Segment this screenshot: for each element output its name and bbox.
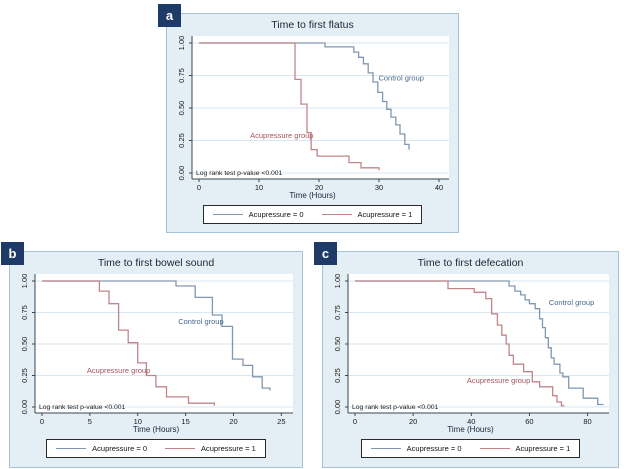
y-tick-label: 0.50 xyxy=(177,101,186,116)
y-tick-label: 0.75 xyxy=(20,305,29,320)
legend-label-control: Acupressure = 0 xyxy=(248,210,304,219)
annotation-acupressure-group: Acupressure group xyxy=(87,366,150,375)
y-tick-label: 0.75 xyxy=(333,305,342,320)
y-tick-label: 0.00 xyxy=(20,400,29,415)
log-rank-pvalue-note: Log rank test p-value <0.001 xyxy=(39,404,126,411)
acupressure-line-swatch xyxy=(479,448,510,449)
x-tick-label: 5 xyxy=(88,417,92,426)
y-tick-label: 0.25 xyxy=(333,368,342,383)
y-tick-label: 1.00 xyxy=(177,36,186,51)
acupressure-line-swatch xyxy=(165,448,195,449)
curve-control-group xyxy=(355,280,604,406)
x-tick-label: 60 xyxy=(525,417,533,426)
panel-b-x-axis-label: Time (Hours) xyxy=(132,425,180,434)
control-line-swatch xyxy=(212,214,243,215)
panel-a-label: a xyxy=(158,4,181,27)
log-rank-pvalue-note: Log rank test p-value <0.001 xyxy=(196,170,283,177)
y-tick-label: 0.50 xyxy=(333,337,342,352)
x-tick-label: 80 xyxy=(583,417,591,426)
x-tick-label: 20 xyxy=(315,183,323,192)
curve-control-group xyxy=(199,42,410,150)
panel-c: c Time to first defecation 0.00 0.25 0.50 0… xyxy=(314,242,619,468)
legend-label-control: Acupressure = 0 xyxy=(92,444,147,453)
x-tick-label: 25 xyxy=(277,417,285,426)
x-tick-label: 0 xyxy=(353,417,357,426)
legend-label-control: Acupressure = 0 xyxy=(406,444,462,453)
y-tick-label: 1.00 xyxy=(333,274,342,289)
panel-c-legend-row: Acupressure = 0 Acupressure = 1 xyxy=(323,439,618,458)
control-line-swatch xyxy=(56,448,87,449)
y-tick-label: 0.00 xyxy=(333,400,342,415)
legend-entry-control: Acupressure = 0 xyxy=(56,444,147,453)
legend-entry-acupressure: Acupressure = 1 xyxy=(165,444,256,453)
panel-b-title: Time to first bowel sound xyxy=(97,257,215,269)
x-tick-label: 0 xyxy=(197,183,201,192)
panel-b-legend: Acupressure = 0 Acupressure = 1 xyxy=(46,439,266,458)
legend-label-acupressure: Acupressure = 1 xyxy=(201,444,256,453)
legend-entry-acupressure: Acupressure = 1 xyxy=(479,444,571,453)
panel-b-legend-row: Acupressure = 0 Acupressure = 1 xyxy=(10,439,302,458)
legend-entry-control: Acupressure = 0 xyxy=(370,444,462,453)
log-rank-pvalue-note: Log rank test p-value <0.001 xyxy=(352,404,439,411)
curve-acupressure-group xyxy=(42,280,215,406)
x-tick-label: 40 xyxy=(435,183,443,192)
x-tick-label: 15 xyxy=(181,417,189,426)
legend-entry-acupressure: Acupressure = 1 xyxy=(321,210,413,219)
x-tick-label: 40 xyxy=(467,417,475,426)
x-tick-label: 0 xyxy=(40,417,44,426)
panel-c-title: Time to first defecation xyxy=(417,257,524,269)
panel-a-title: Time to first flatus xyxy=(271,19,354,31)
panel-a-x-axis-label: Time (Hours) xyxy=(289,191,336,200)
x-tick-label: 30 xyxy=(375,183,383,192)
panel-a-legend-row: Acupressure = 0 Acupressure = 1 xyxy=(167,205,458,224)
annotation-control-group: Control group xyxy=(549,298,594,307)
panel-c-legend: Acupressure = 0 Acupressure = 1 xyxy=(360,439,581,458)
panel-b: b Time to first bowel sound 0.00 0.25 0.50… xyxy=(1,242,303,468)
panel-b-label: b xyxy=(1,242,24,265)
y-tick-label: 0.00 xyxy=(177,166,186,181)
panel-a: a Time to first flatus 0.00 0.25 0.50 0.75 1… xyxy=(158,4,459,233)
legend-label-acupressure: Acupressure = 1 xyxy=(515,444,571,453)
annotation-acupressure-group: Acupressure group xyxy=(250,131,313,140)
y-tick-label: 0.75 xyxy=(177,68,186,83)
panel-c-label: c xyxy=(314,242,337,265)
annotation-acupressure-group: Acupressure group xyxy=(467,376,530,385)
panel-c-chart: 0.00 0.25 0.50 0.75 1.00 0 20 40 60 80 Control gro… xyxy=(333,274,609,426)
y-tick-label: 1.00 xyxy=(20,274,29,289)
curve-acupressure-group xyxy=(199,42,380,171)
control-line-swatch xyxy=(370,448,401,449)
annotation-control-group: Control group xyxy=(378,74,423,83)
panel-a-legend: Acupressure = 0 Acupressure = 1 xyxy=(202,205,423,224)
y-tick-label: 0.50 xyxy=(20,337,29,352)
annotation-control-group: Control group xyxy=(178,317,223,326)
panel-a-chart: 0.00 0.25 0.50 0.75 1.00 0 10 20 30 40 Control gro… xyxy=(177,36,449,192)
x-tick-label: 10 xyxy=(134,417,142,426)
x-tick-label: 20 xyxy=(229,417,237,426)
y-tick-label: 0.25 xyxy=(177,133,186,148)
x-tick-label: 10 xyxy=(255,183,263,192)
acupressure-line-swatch xyxy=(321,214,352,215)
curve-acupressure-group xyxy=(355,280,565,407)
legend-label-acupressure: Acupressure = 1 xyxy=(357,210,413,219)
curve-control-group xyxy=(42,280,271,391)
legend-entry-control: Acupressure = 0 xyxy=(212,210,304,219)
x-tick-label: 20 xyxy=(409,417,417,426)
y-tick-label: 0.25 xyxy=(20,368,29,383)
panel-c-x-axis-label: Time (Hours) xyxy=(447,425,494,434)
panel-b-chart: 0.00 0.25 0.50 0.75 1.00 0 5 10 15 20 25 Control gr… xyxy=(20,274,293,426)
